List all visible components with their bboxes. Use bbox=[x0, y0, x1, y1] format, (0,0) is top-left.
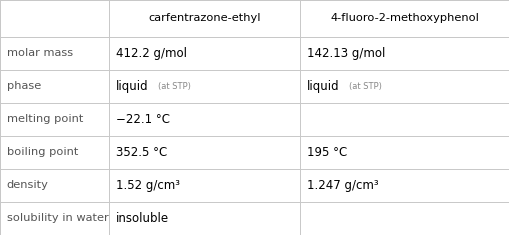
Text: 412.2 g/mol: 412.2 g/mol bbox=[116, 47, 187, 60]
Text: 142.13 g/mol: 142.13 g/mol bbox=[307, 47, 385, 60]
Text: phase: phase bbox=[7, 81, 41, 91]
Text: solubility in water: solubility in water bbox=[7, 213, 108, 223]
Text: 1.247 g/cm³: 1.247 g/cm³ bbox=[307, 179, 379, 192]
Text: −22.1 °C: −22.1 °C bbox=[116, 113, 170, 126]
Text: melting point: melting point bbox=[7, 114, 83, 124]
Text: liquid: liquid bbox=[307, 80, 340, 93]
Text: density: density bbox=[7, 180, 48, 190]
Text: 4-fluoro-2-methoxyphenol: 4-fluoro-2-methoxyphenol bbox=[330, 13, 479, 24]
Text: molar mass: molar mass bbox=[7, 48, 73, 58]
Text: (at STP): (at STP) bbox=[349, 82, 382, 91]
Text: liquid: liquid bbox=[116, 80, 149, 93]
Text: (at STP): (at STP) bbox=[158, 82, 191, 91]
Text: boiling point: boiling point bbox=[7, 147, 78, 157]
Text: 195 °C: 195 °C bbox=[307, 146, 347, 159]
Text: 1.52 g/cm³: 1.52 g/cm³ bbox=[116, 179, 180, 192]
Text: 352.5 °C: 352.5 °C bbox=[116, 146, 167, 159]
Text: insoluble: insoluble bbox=[116, 212, 169, 225]
Text: carfentrazone-ethyl: carfentrazone-ethyl bbox=[149, 13, 261, 24]
